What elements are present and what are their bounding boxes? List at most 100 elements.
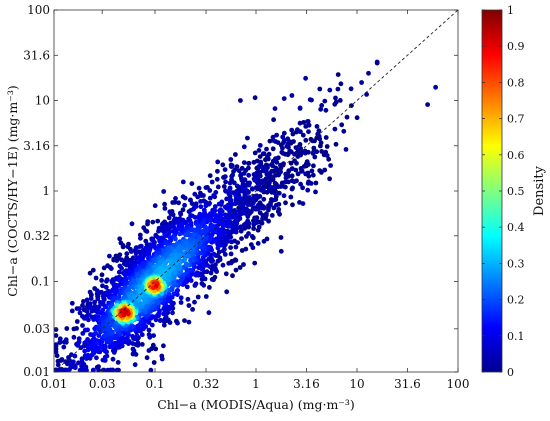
scatter-point [54, 349, 59, 355]
scatter-point [318, 140, 324, 146]
scatter-point [167, 223, 173, 229]
colorbar-tick-label: 0.1 [507, 330, 525, 343]
scatter-point [86, 312, 92, 318]
scatter-point [227, 186, 233, 192]
scatter-point [304, 159, 310, 165]
scatter-point [228, 234, 234, 240]
y-tick-label: 1 [42, 184, 50, 198]
scatter-point [314, 149, 320, 155]
scatter-point [191, 232, 197, 238]
scatter-point [251, 172, 257, 177]
scatter-point [339, 122, 345, 128]
scatter-point [276, 167, 282, 173]
scatter-point [189, 181, 195, 187]
scatter-point [252, 177, 258, 183]
scatter-point [239, 203, 245, 209]
scatter-point [106, 288, 111, 294]
x-axis: 0.01 0.03 0.1 0.32 1 3.16 10 31.6 100 [41, 10, 469, 391]
scatter-point [180, 207, 186, 213]
scatter-point [294, 160, 299, 166]
scatter-point [74, 326, 79, 331]
scatter-point [327, 176, 332, 182]
scatter-point [246, 161, 252, 166]
scatter-point [173, 236, 178, 242]
scatter-point [102, 343, 108, 349]
colorbar-tick-label: 0.9 [507, 40, 525, 53]
scatter-point [124, 251, 130, 257]
scatter-point [98, 344, 104, 350]
scatter-point [161, 311, 166, 317]
scatter-point [120, 339, 125, 345]
scatter-point [290, 202, 295, 208]
scatter-point [166, 215, 172, 221]
scatter-point [215, 245, 221, 251]
scatter-point [311, 145, 317, 151]
scatter-point [215, 159, 221, 165]
scatter-point [184, 284, 190, 290]
colorbar-tick-label: 0.3 [507, 257, 525, 270]
scatter-point [257, 170, 263, 175]
scatter-point [209, 259, 214, 264]
scatter-point [215, 184, 221, 190]
scatter-point [327, 87, 333, 93]
x-tick-label: 0.01 [41, 377, 68, 391]
scatter-point [148, 367, 154, 372]
scatter-point [237, 208, 242, 214]
scatter-point [107, 253, 112, 259]
scatter-point [335, 86, 341, 92]
scatter-point [300, 185, 305, 191]
scatter-point [276, 171, 282, 177]
scatter-point [270, 146, 276, 152]
scatter-point [241, 160, 247, 166]
scatter-point [215, 241, 221, 247]
scatter-point [303, 171, 308, 177]
scatter-point [281, 193, 287, 199]
scatter-point [270, 197, 276, 203]
scatter-point [88, 296, 94, 301]
scatter-point [117, 252, 123, 258]
scatter-point [266, 218, 271, 224]
scatter-point [103, 333, 109, 339]
scatter-point [128, 249, 134, 254]
scatter-point [322, 167, 328, 173]
scatter-point [201, 269, 207, 275]
colorbar-tick-label: 0.6 [507, 149, 525, 162]
scatter-point [233, 228, 239, 234]
scatter-point [250, 245, 256, 251]
scatter-point [303, 124, 309, 129]
scatter-point [236, 168, 242, 174]
scatter-point [289, 93, 295, 98]
scatter-point [276, 207, 282, 212]
scatter-point [223, 214, 229, 220]
scatter-point [252, 215, 257, 221]
scatter-point [200, 274, 206, 279]
scatter-point [54, 353, 60, 359]
scatter-point [233, 267, 239, 273]
scatter-point [97, 290, 103, 295]
scatter-point [130, 341, 136, 346]
scatter-point [293, 145, 299, 151]
scatter-point [201, 282, 207, 288]
scatter-point [265, 156, 271, 162]
scatter-point [425, 102, 430, 107]
scatter-point [61, 344, 67, 350]
scatter-point [289, 173, 295, 179]
scatter-point [243, 221, 248, 227]
scatter-point [223, 188, 229, 194]
scatter-point [143, 228, 149, 234]
scatter-point [182, 202, 188, 208]
scatter-point [267, 180, 272, 186]
scatter-point [310, 172, 316, 178]
scatter-point [207, 285, 212, 290]
scatter-point [139, 342, 145, 347]
scatter-point [137, 244, 143, 250]
scatter-point [199, 266, 205, 271]
scatter-point [220, 262, 226, 268]
scatter-point [433, 84, 438, 90]
scatter-point [138, 254, 144, 259]
scatter-point [229, 239, 234, 245]
scatter-point [290, 185, 295, 191]
scatter-point [159, 353, 165, 359]
scatter-point [161, 189, 167, 194]
scatter-point [313, 180, 319, 186]
